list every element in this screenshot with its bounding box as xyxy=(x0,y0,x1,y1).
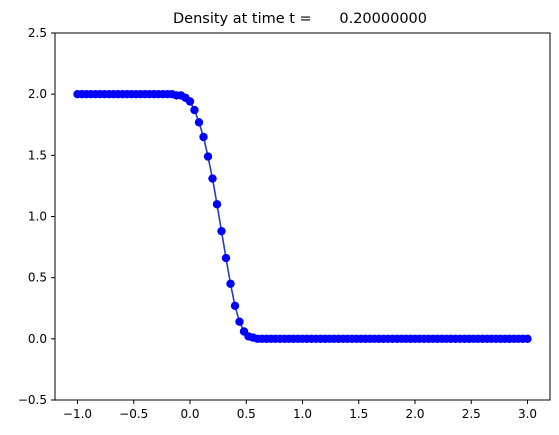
x-tick-label: 2.5 xyxy=(462,407,481,421)
y-tick-label: 0.0 xyxy=(28,332,47,346)
x-tick-label: 0.0 xyxy=(180,407,199,421)
x-tick-label: −1.0 xyxy=(63,407,92,421)
x-tick-label: 1.0 xyxy=(293,407,312,421)
data-point xyxy=(221,253,231,263)
data-point xyxy=(199,132,208,142)
x-tick-label: 0.5 xyxy=(237,407,256,421)
y-tick-label: 2.0 xyxy=(28,87,47,101)
y-tick-label: 0.5 xyxy=(28,271,47,285)
data-point xyxy=(203,152,213,161)
data-point xyxy=(230,301,240,310)
y-tick-label: 1.5 xyxy=(28,148,47,162)
series-layer xyxy=(73,89,532,344)
axes-layer: −1.0 −0.5 0.0 0.5 1.0 1.5 2.0 2.5 3.0 −0.5 0.0 0.5 1… xyxy=(18,26,551,421)
data-point xyxy=(194,118,204,127)
x-tick-label: 2.0 xyxy=(405,407,424,421)
data-point xyxy=(208,174,217,183)
y-tick-label: 2.5 xyxy=(28,26,47,40)
data-point xyxy=(217,226,226,236)
data-point xyxy=(212,200,222,209)
data-point xyxy=(235,317,244,326)
x-tick-label: 3.0 xyxy=(518,407,537,421)
x-tick-label: 1.5 xyxy=(349,407,368,421)
chart-title: Density at time t = 0.20000000 xyxy=(173,11,427,27)
x-tick-label: −0.5 xyxy=(119,407,148,421)
data-point xyxy=(185,97,195,106)
y-tick-label: −0.5 xyxy=(18,393,47,407)
data-point xyxy=(226,279,235,288)
data-point xyxy=(190,105,199,115)
y-tick-label: 1.0 xyxy=(28,210,47,224)
data-point xyxy=(523,334,532,344)
